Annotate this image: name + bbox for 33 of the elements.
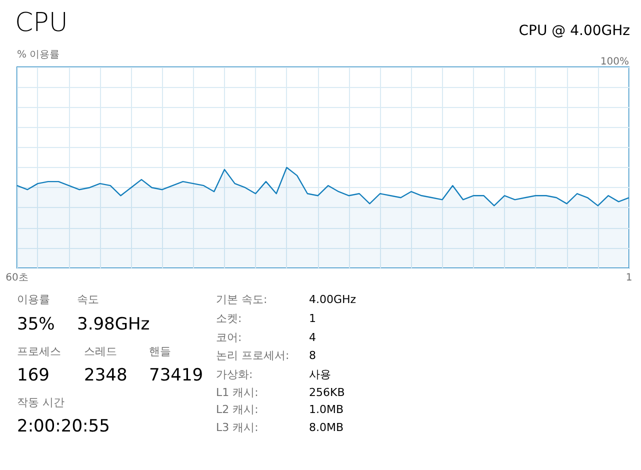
text: 2348 bbox=[84, 365, 128, 386]
text: 코어: bbox=[216, 330, 242, 344]
text: 이용률 bbox=[17, 292, 50, 306]
text: 스레드 bbox=[84, 344, 117, 358]
y-tick-label: 100% bbox=[600, 56, 629, 68]
text: 256KB bbox=[309, 386, 345, 399]
text: 속도 bbox=[77, 292, 99, 306]
text: 1.0MB bbox=[309, 402, 344, 416]
text: 기본 속도: bbox=[216, 292, 268, 306]
text: 8 bbox=[309, 348, 316, 362]
text: 73419 bbox=[149, 365, 204, 386]
text: 프로세스 bbox=[17, 344, 61, 358]
text: 169 bbox=[17, 365, 50, 386]
text: L1 캐시: bbox=[216, 386, 258, 399]
text: 핸들 bbox=[149, 344, 171, 358]
text: 2:00:20:55 bbox=[17, 416, 110, 436]
text: L2 캐시: bbox=[216, 402, 258, 416]
x-tick-label: 60초 bbox=[6, 272, 28, 284]
text: 4 bbox=[309, 330, 316, 344]
text: 소켓: bbox=[216, 312, 242, 325]
text: 사용 bbox=[309, 368, 331, 381]
text: 1 bbox=[309, 312, 316, 325]
text: 논리 프로세서: bbox=[216, 348, 290, 362]
text: 35% bbox=[17, 314, 55, 334]
text: 3.98GHz bbox=[77, 314, 150, 334]
text: L3 캐시: bbox=[216, 420, 258, 434]
text: 8.0MB bbox=[309, 420, 344, 434]
chart-title: CPU bbox=[15, 8, 68, 38]
text: 작동 시간 bbox=[17, 396, 64, 409]
y-axis-title: % 이용률 bbox=[17, 50, 60, 60]
text: 4.00GHz bbox=[309, 292, 356, 306]
text: 가상화: bbox=[216, 368, 253, 381]
chart-subtitle: CPU @ 4.00GHz bbox=[518, 23, 630, 39]
